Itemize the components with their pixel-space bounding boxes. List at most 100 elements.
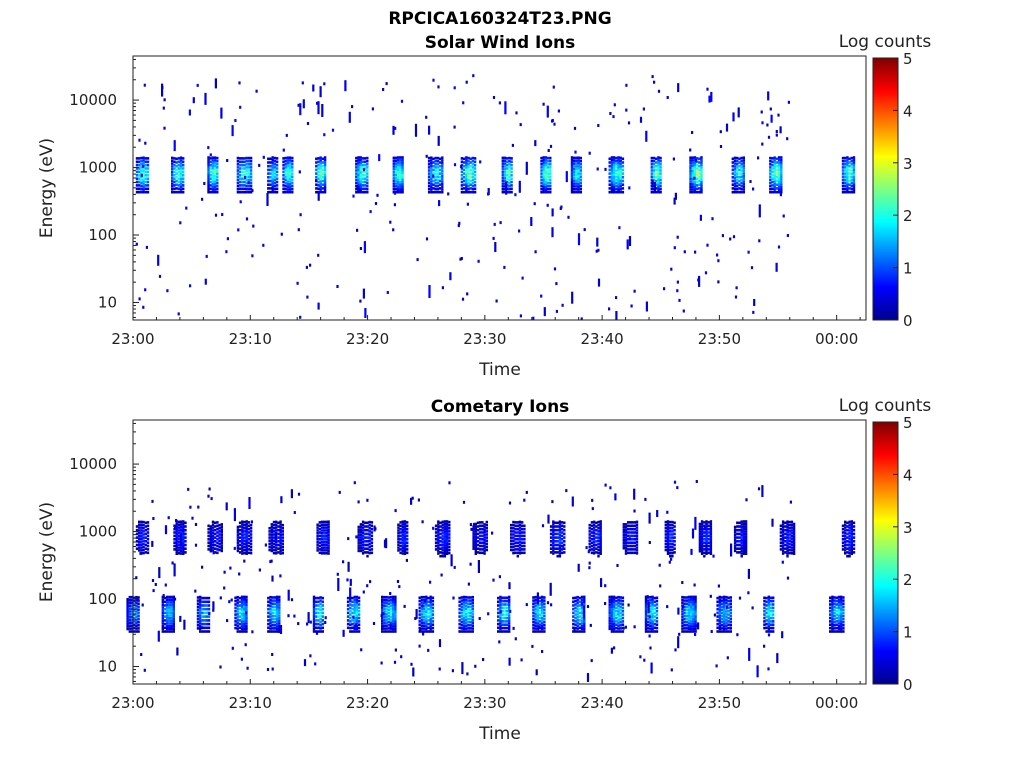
spectrogram-cell	[733, 173, 737, 177]
spectrogram-cell	[213, 156, 217, 159]
spectrogram-cell	[831, 620, 834, 623]
spectrogram-cell	[769, 190, 772, 194]
spectrogram-cell	[270, 528, 273, 531]
spectrogram-cell	[245, 537, 248, 541]
spectrogram-cell	[546, 187, 550, 191]
spectrogram-cell	[840, 620, 843, 623]
spectrogram-cell	[216, 163, 219, 166]
spectrogram-cell	[506, 163, 509, 167]
spectrogram-cell	[740, 525, 743, 529]
spectrogram-cell	[720, 605, 724, 609]
spectrogram-cell	[676, 486, 679, 490]
spectrogram-cell	[505, 620, 509, 623]
spectrogram-cell	[846, 173, 849, 177]
spectrogram-cell	[541, 624, 544, 628]
spectrogram-cell	[744, 532, 748, 536]
spectrogram-cell	[703, 551, 706, 555]
spectrogram-cell	[775, 187, 779, 190]
spectrogram-cell	[394, 648, 397, 652]
spectrogram-cell	[655, 183, 658, 186]
spectrogram-cell	[213, 177, 217, 181]
spectrogram-cell	[213, 180, 217, 183]
spectrogram-cell	[652, 169, 656, 172]
spectrogram-cell	[163, 596, 167, 600]
spectrogram-cell	[353, 609, 356, 612]
spectrogram-cell	[321, 176, 325, 179]
spectrogram-cell	[577, 159, 580, 162]
spectrogram-cell	[698, 522, 702, 526]
spectrogram-cell	[146, 548, 150, 551]
spectrogram-cell	[458, 604, 461, 607]
spectrogram-cell	[512, 527, 515, 530]
spectrogram-cell	[312, 603, 316, 606]
spectrogram-cell	[238, 604, 242, 607]
spectrogram-cell	[460, 160, 464, 164]
spectrogram-cell	[720, 620, 724, 624]
spectrogram-cell	[128, 627, 131, 630]
spectrogram-cell	[742, 542, 746, 546]
spectrogram-cell	[422, 630, 426, 633]
spectrogram-cell	[694, 250, 697, 254]
spectrogram-cell	[275, 546, 278, 549]
spectrogram-cell	[786, 554, 789, 558]
spectrogram-cell	[427, 626, 430, 630]
spectrogram-cell	[780, 173, 783, 177]
spectrogram-cell	[272, 527, 276, 530]
spectrogram-cell	[175, 525, 178, 528]
spectrogram-cell	[238, 174, 242, 177]
spectrogram-cell	[700, 535, 704, 538]
spectrogram-cell	[403, 540, 407, 543]
spectrogram-cell	[214, 528, 217, 532]
figure-title: RPCICA160324T23.PNG	[388, 9, 611, 29]
spectrogram-cell	[726, 656, 729, 660]
spectrogram-cell	[777, 181, 781, 184]
spectrogram-cell	[138, 177, 141, 180]
spectrogram-cell	[773, 156, 776, 159]
spectrogram-cell	[534, 607, 537, 610]
spectrogram-cell	[844, 534, 847, 538]
spectrogram-cell	[460, 605, 463, 609]
spectrogram-cell	[518, 229, 521, 233]
spectrogram-cell	[523, 551, 526, 555]
spectrogram-cell	[763, 623, 766, 626]
spectrogram-cell	[718, 616, 721, 620]
spectrogram-cell	[846, 168, 849, 172]
spectrogram-cell	[709, 552, 713, 555]
spectrogram-cell	[742, 520, 746, 523]
spectrogram-cell	[639, 655, 642, 659]
spectrogram-cell	[474, 535, 477, 538]
spectrogram-cell	[669, 545, 672, 549]
spectrogram-cell	[725, 624, 728, 628]
spectrogram-cell	[478, 617, 481, 620]
spectrogram-cell	[209, 530, 212, 533]
spectrogram-cell	[236, 156, 240, 160]
spectrogram-cell	[434, 541, 438, 544]
x-tick-label: 23:20	[346, 330, 389, 348]
spectrogram-cell	[291, 163, 294, 166]
spectrogram-cell	[211, 182, 215, 186]
spectrogram-cell	[498, 101, 501, 105]
spectrogram-cell	[781, 541, 785, 545]
spectrogram-cell	[692, 600, 695, 604]
spectrogram-cell	[462, 616, 466, 620]
spectrogram-cell	[467, 608, 470, 612]
spectrogram-cell	[837, 606, 841, 609]
spectrogram-cell	[655, 190, 658, 194]
spectrogram-cell	[370, 541, 374, 544]
spectrogram-cell	[837, 609, 841, 612]
spectrogram-cell	[612, 171, 616, 174]
spectrogram-cell	[780, 185, 783, 189]
spectrogram-cell	[452, 596, 455, 600]
spectrogram-cell	[386, 291, 389, 294]
spectrogram-cell	[771, 184, 774, 187]
spectrogram-cell	[271, 183, 274, 186]
spectrogram-cell	[359, 168, 362, 172]
spectrogram-cell	[385, 82, 388, 86]
spectrogram-cell	[243, 617, 246, 621]
spectrogram-cell	[694, 595, 697, 599]
spectrogram-cell	[307, 612, 310, 624]
spectrogram-cell	[247, 190, 251, 194]
spectrogram-cell	[653, 80, 656, 84]
spectrogram-cell	[471, 598, 474, 602]
spectrogram-cell	[627, 121, 631, 125]
